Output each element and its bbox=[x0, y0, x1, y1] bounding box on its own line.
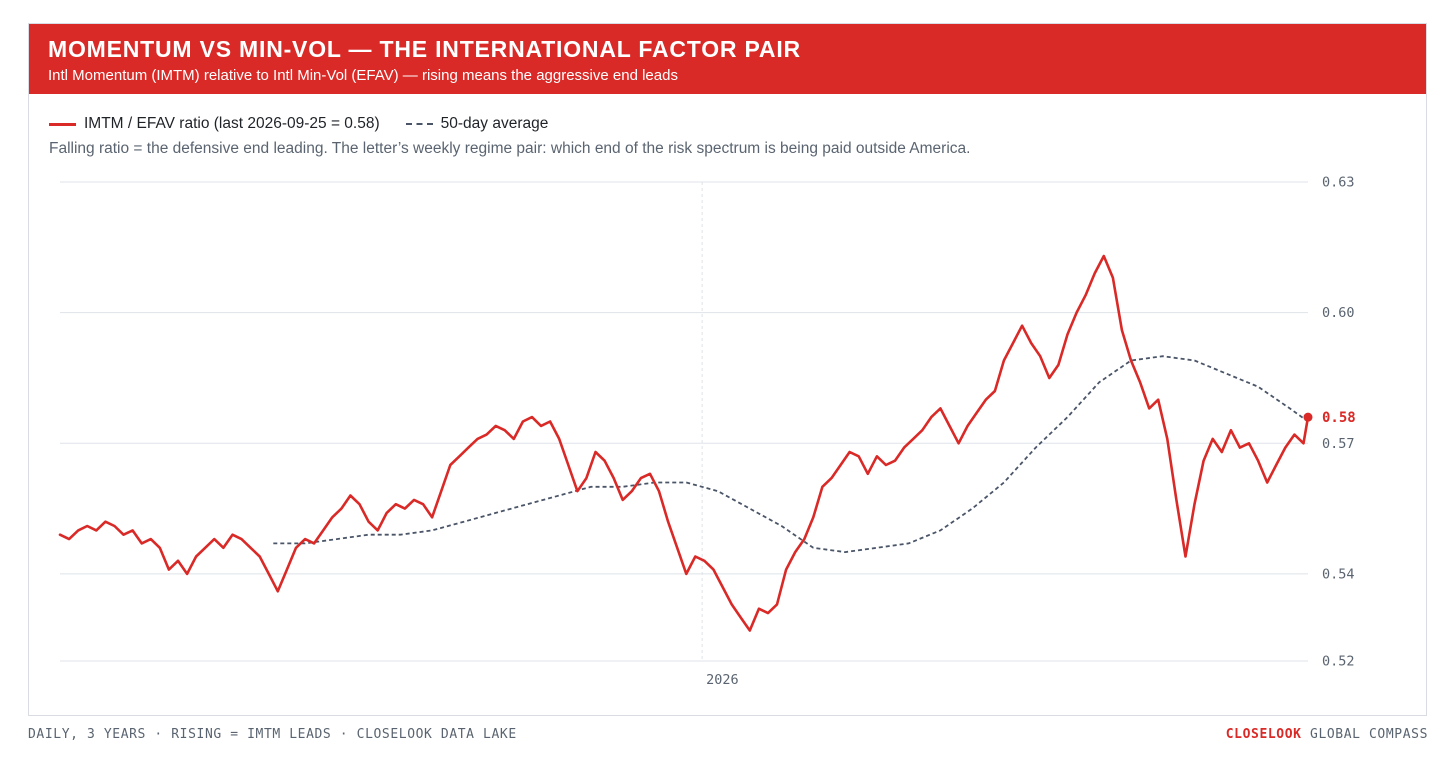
legend-swatch-ratio bbox=[49, 122, 76, 126]
y-tick-label: 0.57 bbox=[1322, 436, 1355, 452]
legend-label-average: 50-day average bbox=[440, 115, 549, 132]
brand-name: CLOSELOOK bbox=[1225, 727, 1302, 742]
chart-card: MOMENTUM VS MIN-VOL — THE INTERNATIONAL … bbox=[28, 23, 1427, 716]
last-value-point bbox=[1303, 412, 1313, 422]
chart-subtitle: Intl Momentum (IMTM) relative to Intl Mi… bbox=[48, 67, 678, 84]
average-series-line bbox=[273, 355, 1309, 553]
footer-brand: CLOSELOOK GLOBAL COMPASS bbox=[1226, 727, 1428, 742]
y-tick-label: 0.52 bbox=[1322, 654, 1355, 670]
chart-title: MOMENTUM VS MIN-VOL — THE INTERNATIONAL … bbox=[48, 36, 801, 62]
y-tick-label: 0.63 bbox=[1322, 175, 1355, 191]
y-tick-label: 0.54 bbox=[1322, 566, 1355, 582]
brand-suffix: GLOBAL COMPASS bbox=[1301, 727, 1428, 742]
legend-item-ratio: IMTM / EFAV ratio (last 2026-09-25 = 0.5… bbox=[49, 115, 380, 133]
y-tick-label: 0.60 bbox=[1322, 305, 1355, 321]
ratio-series-line bbox=[58, 254, 1310, 632]
legend-swatch-average bbox=[405, 123, 433, 125]
legend-label-ratio: IMTM / EFAV ratio (last 2026-09-25 = 0.5… bbox=[84, 115, 380, 132]
legend: IMTM / EFAV ratio (last 2026-09-25 = 0.5… bbox=[49, 115, 574, 133]
legend-item-average: 50-day average bbox=[405, 115, 549, 133]
footer-source: DAILY, 3 YEARS · RISING = IMTM LEADS · C… bbox=[28, 727, 517, 742]
chart-note: Falling ratio = the defensive end leadin… bbox=[49, 140, 971, 157]
x-tick-label: 2026 bbox=[706, 672, 739, 688]
title-banner: MOMENTUM VS MIN-VOL — THE INTERNATIONAL … bbox=[29, 24, 1426, 94]
last-value-label: 0.58 bbox=[1322, 410, 1356, 426]
